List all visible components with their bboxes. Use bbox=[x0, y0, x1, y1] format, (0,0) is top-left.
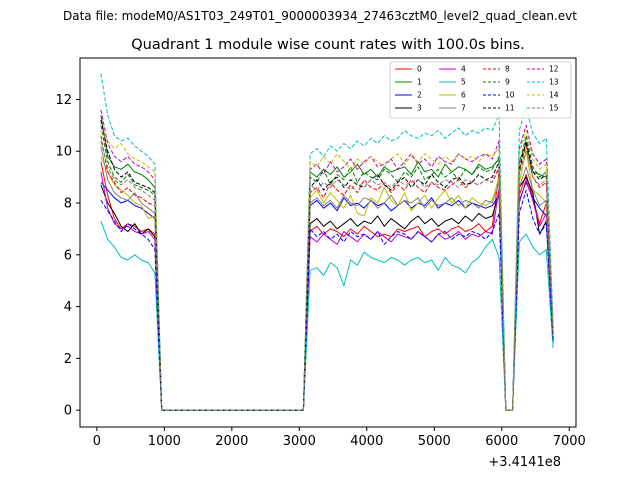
chart-suptitle: Data file: modeM0/AS1T03_249T01_90000039… bbox=[63, 9, 577, 23]
legend-label-10: 10 bbox=[505, 91, 515, 100]
x-tick-label-7000: 7000 bbox=[553, 434, 586, 449]
legend-label-13: 13 bbox=[549, 78, 559, 87]
series-line-2 bbox=[100, 181, 554, 411]
x-tick-label-5000: 5000 bbox=[418, 434, 451, 449]
legend-label-12: 12 bbox=[549, 65, 559, 74]
x-tick-label-6000: 6000 bbox=[485, 434, 518, 449]
series-line-15 bbox=[100, 140, 554, 411]
y-tick-label-4: 4 bbox=[64, 300, 72, 315]
y-tick-label-2: 2 bbox=[64, 352, 72, 367]
legend-label-11: 11 bbox=[505, 104, 515, 113]
x-tick-label-0: 0 bbox=[93, 434, 101, 449]
x-offset-label: +3.4141e8 bbox=[488, 455, 561, 470]
legend-box bbox=[389, 61, 572, 119]
series-layer bbox=[100, 73, 554, 411]
plot-frame bbox=[79, 57, 577, 428]
legend-label-1: 1 bbox=[417, 78, 422, 87]
y-tick-label-0: 0 bbox=[64, 404, 72, 419]
x-tick-label-1000: 1000 bbox=[148, 434, 181, 449]
series-line-12 bbox=[100, 109, 554, 411]
legend-label-0: 0 bbox=[417, 65, 422, 74]
series-line-9 bbox=[100, 125, 554, 411]
series-line-1 bbox=[100, 114, 554, 411]
legend-label-5: 5 bbox=[461, 78, 466, 87]
y-tick-label-8: 8 bbox=[64, 197, 72, 212]
y-axis: 0 2 4 6 8 10 12 bbox=[55, 93, 80, 419]
chart-title: Quadrant 1 module wise count rates with … bbox=[131, 37, 525, 53]
series-line-13 bbox=[100, 73, 554, 411]
series-line-11 bbox=[100, 119, 554, 411]
series-line-3 bbox=[100, 176, 554, 411]
series-line-5 bbox=[100, 220, 554, 411]
legend-label-9: 9 bbox=[505, 78, 510, 87]
legend-label-15: 15 bbox=[549, 104, 559, 113]
legend-label-3: 3 bbox=[417, 104, 422, 113]
legend-label-14: 14 bbox=[549, 91, 559, 100]
legend-label-4: 4 bbox=[461, 65, 466, 74]
legend-label-6: 6 bbox=[461, 91, 466, 100]
x-tick-label-2000: 2000 bbox=[215, 434, 248, 449]
y-tick-label-6: 6 bbox=[64, 248, 72, 263]
x-tick-label-4000: 4000 bbox=[350, 434, 383, 449]
y-tick-label-10: 10 bbox=[55, 145, 72, 160]
legend-label-2: 2 bbox=[417, 91, 422, 100]
x-tick-label-3000: 3000 bbox=[283, 434, 316, 449]
y-tick-label-12: 12 bbox=[55, 93, 72, 108]
x-axis: 0 1000 2000 3000 4000 5000 6000 7000 bbox=[93, 427, 586, 449]
legend-label-7: 7 bbox=[461, 104, 466, 113]
series-line-0 bbox=[100, 161, 554, 411]
legend-label-8: 8 bbox=[505, 65, 510, 74]
